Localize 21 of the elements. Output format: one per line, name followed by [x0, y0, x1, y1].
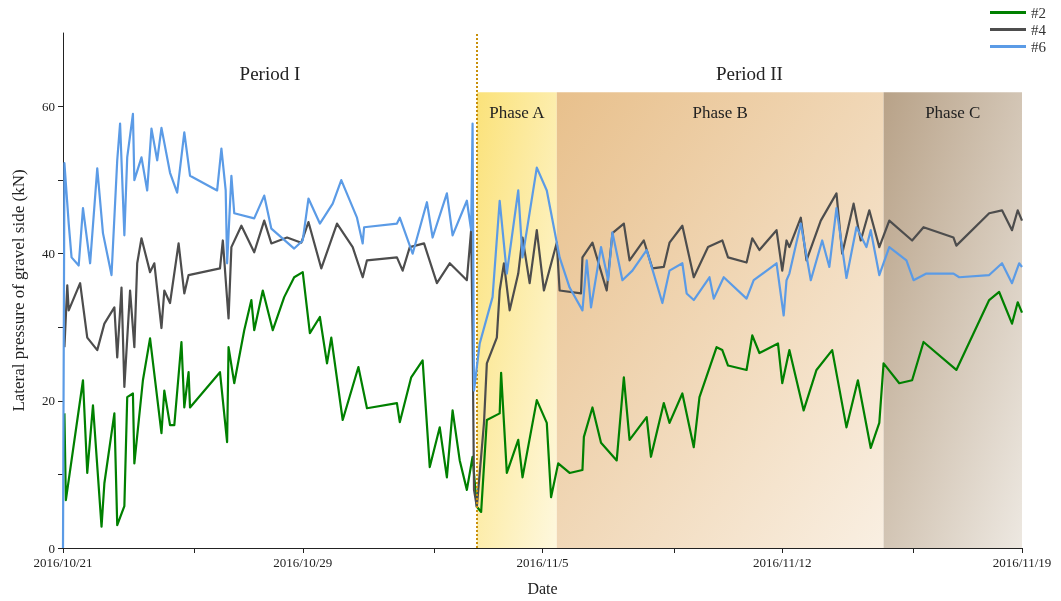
x-axis-title: Date — [527, 579, 558, 597]
y-tick-label: 40 — [42, 246, 55, 262]
line-series — [63, 192, 1024, 508]
annotation: Period I — [239, 62, 301, 84]
band-label: Phase A — [489, 103, 546, 123]
band-label: Phase C — [925, 103, 981, 123]
y-tick-label: 0 — [48, 540, 55, 556]
band-label: Phase B — [692, 103, 748, 123]
line-series — [63, 271, 1024, 528]
legend-label: #2 — [1031, 4, 1046, 21]
annotation: Period II — [715, 62, 783, 84]
legend-label: #4 — [1031, 21, 1047, 38]
x-tick-label: 2016/10/21 — [33, 555, 93, 570]
legend-label: #6 — [1031, 38, 1047, 55]
y-tick-label: 60 — [42, 99, 55, 115]
x-tick-label: 2016/11/19 — [992, 555, 1052, 570]
y-tick-label: 20 — [42, 393, 55, 409]
y-axis-title: Lateral pressure of gravel side (kN) — [9, 169, 28, 412]
x-tick-label: 2016/10/29 — [273, 555, 333, 570]
x-tick-label: 2016/11/12 — [752, 555, 812, 570]
x-tick-label: 2016/11/5 — [516, 555, 569, 570]
